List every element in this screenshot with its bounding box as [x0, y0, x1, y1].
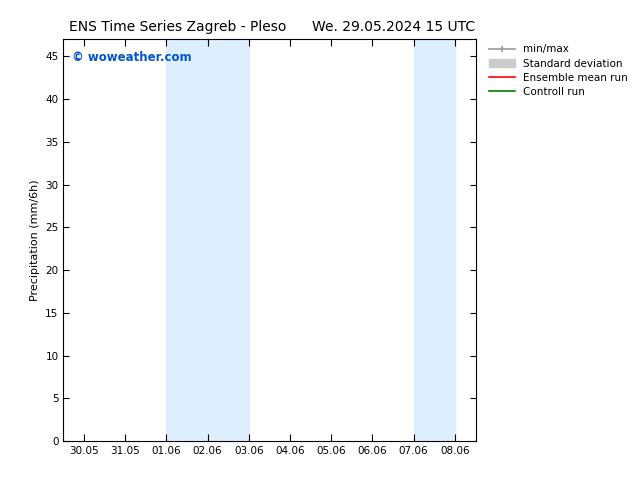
Text: © woweather.com: © woweather.com — [72, 51, 191, 64]
Bar — [166, 39, 249, 441]
Bar — [414, 39, 455, 441]
Text: ENS Time Series Zagreb - Pleso: ENS Time Series Zagreb - Pleso — [69, 20, 286, 34]
Legend: min/max, Standard deviation, Ensemble mean run, Controll run: min/max, Standard deviation, Ensemble me… — [489, 45, 628, 97]
Text: We. 29.05.2024 15 UTC: We. 29.05.2024 15 UTC — [311, 20, 475, 34]
Y-axis label: Precipitation (mm/6h): Precipitation (mm/6h) — [30, 179, 40, 301]
